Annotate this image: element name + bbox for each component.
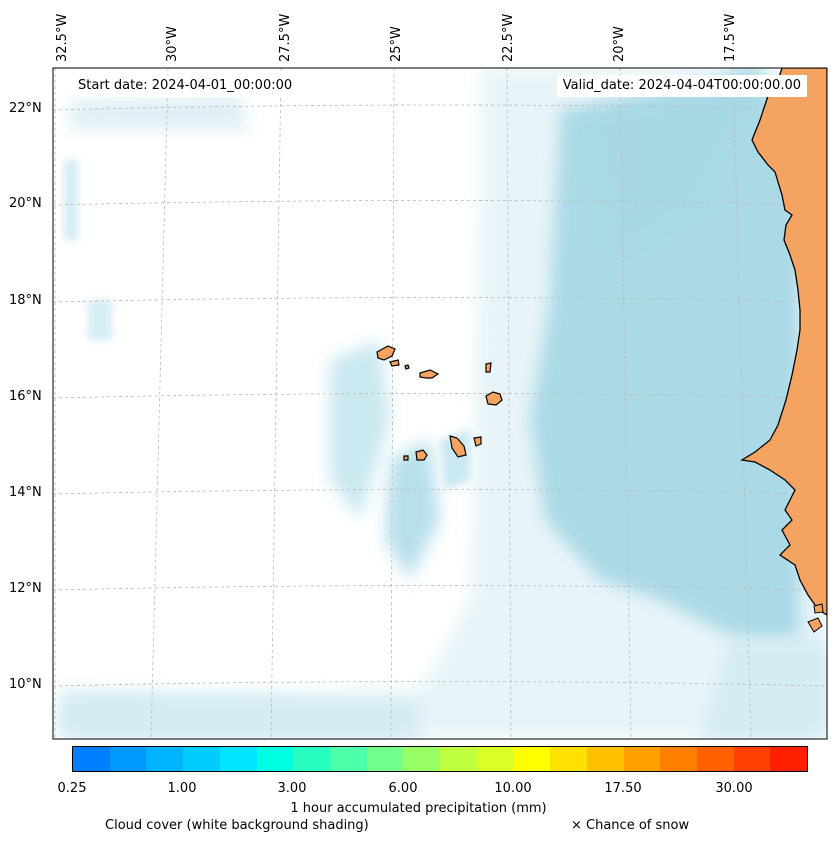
island-sal (485, 362, 492, 373)
island-sao-vicente (389, 359, 400, 367)
colorbar-segment (440, 747, 477, 771)
lon-label: 17.5°W (723, 14, 738, 62)
precipitation-colorbar (72, 746, 808, 772)
lon-label: 20°W (612, 26, 627, 62)
colorbar-segment (293, 747, 330, 771)
colorbar-tick: 1.00 (167, 781, 197, 796)
cape-verde-islands (376, 345, 503, 461)
colorbar-segment (696, 747, 734, 771)
snow-legend: × Chance of snow (571, 818, 690, 833)
colorbar-segment (513, 747, 551, 771)
colorbar-segment (770, 747, 808, 771)
lat-label: 20°N (9, 196, 42, 211)
lon-label: 25°W (389, 26, 404, 62)
lon-label: 32.5°W (55, 14, 70, 62)
colorbar-tick: 0.25 (57, 781, 87, 796)
cloud-cover-shading (60, 68, 827, 739)
colorbar-tick: 10.00 (494, 781, 532, 796)
longitude-labels: 32.5°W 30°W 27.5°W 25°W 22.5°W 20°W 17.5… (55, 14, 738, 62)
start-date-label: Start date: 2024-04-01_00:00:00 (72, 75, 299, 97)
colorbar-label: 1 hour accumulated precipitation (mm) (290, 801, 547, 816)
island-sao-nicolau (419, 369, 440, 379)
colorbar-segment (586, 747, 624, 771)
colorbar-segment (329, 747, 367, 771)
island-brava (403, 455, 409, 461)
latitude-labels: 22°N 20°N 18°N 16°N 14°N 12°N 10°N (9, 101, 42, 692)
lon-label: 27.5°W (278, 14, 293, 62)
colorbar-segment (403, 747, 441, 771)
valid-date-label: Valid_date: 2024-04-04T00:00:00.00 (556, 75, 807, 97)
guinea-bissau-islands (807, 603, 824, 633)
colorbar-tick: 3.00 (277, 781, 307, 796)
lon-label: 30°W (165, 26, 180, 62)
colorbar-tick: 30.00 (715, 781, 753, 796)
colorbar-segment (109, 747, 147, 771)
colorbar-segment (73, 747, 110, 771)
lat-label: 12°N (9, 581, 42, 596)
lon-label: 22.5°W (501, 14, 516, 62)
lat-label: 16°N (9, 389, 42, 404)
map-frame (52, 67, 828, 740)
colorbar-segment (623, 747, 661, 771)
island-santiago (449, 435, 467, 458)
island-fogo (415, 449, 428, 461)
colorbar-segment (183, 747, 220, 771)
colorbar-segment (660, 747, 697, 771)
colorbar-segment (550, 747, 587, 771)
colorbar-segment (146, 747, 184, 771)
island-boa-vista (485, 391, 503, 406)
colorbar-segment (256, 747, 294, 771)
graticule (53, 68, 827, 739)
colorbar-segment (366, 747, 404, 771)
colorbar-segment (219, 747, 257, 771)
colorbar-segment (733, 747, 771, 771)
lat-label: 22°N (9, 101, 42, 116)
colorbar-segment (476, 747, 514, 771)
africa-land (740, 68, 827, 616)
colorbar-tick: 6.00 (388, 781, 418, 796)
colorbar-tick: 17.50 (604, 781, 642, 796)
island-santo-antao (376, 345, 396, 361)
lat-label: 14°N (9, 485, 42, 500)
island-santa-luzia (404, 364, 410, 370)
lat-label: 18°N (9, 293, 42, 308)
island-maio (473, 436, 482, 447)
lat-label: 10°N (9, 677, 42, 692)
cloud-cover-legend: Cloud cover (white background shading) (105, 818, 369, 833)
